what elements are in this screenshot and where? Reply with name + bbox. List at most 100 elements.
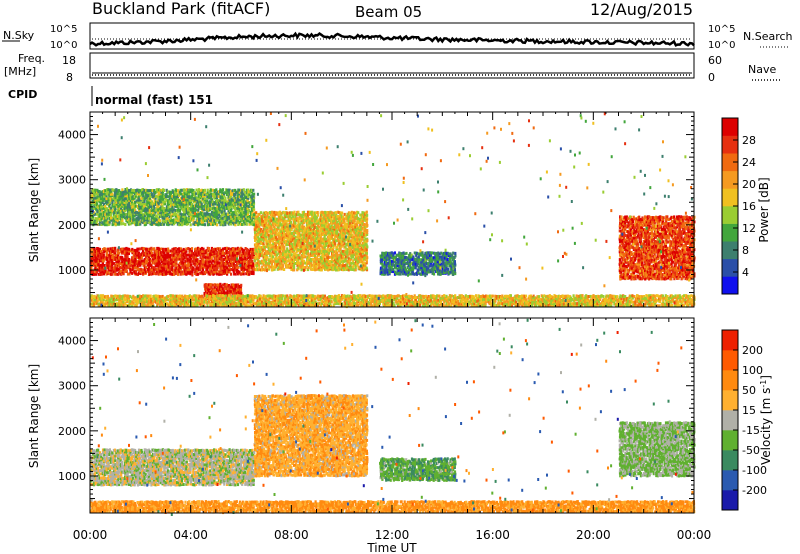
- heatmap-cell: [184, 204, 187, 208]
- heatmap-cell: [163, 270, 166, 274]
- heatmap-cell: [116, 215, 119, 218]
- heatmap-cell: [250, 261, 253, 265]
- heatmap-cell: [340, 250, 343, 254]
- heatmap-cell: [343, 221, 346, 225]
- heatmap-cell: [241, 192, 244, 196]
- heatmap-cell: [194, 208, 198, 212]
- heatmap-cell: [237, 188, 240, 192]
- heatmap-cell: [99, 220, 102, 224]
- heatmap-cell: [245, 212, 248, 216]
- heatmap-cell: [175, 192, 178, 196]
- heatmap-cell: [222, 223, 225, 227]
- heatmap-cell: [224, 256, 227, 260]
- heatmap-cell: [340, 223, 343, 227]
- heatmap-cell: [292, 224, 295, 227]
- heatmap-cell: [262, 237, 265, 241]
- heatmap-cell: [152, 272, 155, 276]
- heatmap-cell: [108, 253, 111, 257]
- heatmap-cell: [174, 208, 177, 212]
- heatmap-cell: [233, 267, 236, 271]
- heatmap-cell: [294, 257, 297, 261]
- heatmap-cell: [304, 213, 307, 216]
- heatmap-cell: [354, 248, 357, 251]
- heatmap-cell: [197, 223, 200, 227]
- heatmap-cell: [330, 223, 333, 227]
- heatmap-cell: [115, 218, 118, 222]
- heatmap-cell: [332, 266, 335, 270]
- heatmap-cell: [323, 237, 326, 241]
- heatmap-cell: [232, 262, 235, 266]
- heatmap-cell: [238, 220, 242, 224]
- heatmap-cell: [230, 207, 233, 210]
- heatmap-cell: [91, 254, 94, 258]
- heatmap-cell: [220, 216, 223, 220]
- heatmap-cell: [182, 200, 185, 204]
- heatmap-cell: [262, 263, 265, 267]
- heatmap-cell: [124, 255, 127, 259]
- heatmap-cell: [239, 272, 242, 276]
- heatmap-cell: [279, 221, 282, 225]
- heatmap-cell: [287, 243, 290, 246]
- heatmap-cell: [228, 268, 231, 272]
- heatmap-cell: [252, 251, 255, 255]
- heatmap-cell: [352, 253, 355, 257]
- heatmap-cell: [150, 193, 154, 197]
- heatmap-cell: [196, 212, 199, 216]
- heatmap-cell: [124, 209, 127, 213]
- heatmap-cell: [248, 214, 251, 218]
- heatmap-cell: [269, 236, 272, 240]
- heatmap-cell: [269, 239, 272, 243]
- heatmap-cell: [199, 271, 202, 275]
- heatmap-cell: [288, 253, 292, 257]
- heatmap-cell: [105, 194, 108, 198]
- heatmap-cell: [129, 204, 132, 208]
- heatmap-cell: [228, 210, 231, 214]
- heatmap-cell: [276, 217, 279, 221]
- heatmap-cell: [329, 212, 332, 216]
- heatmap-cell: [218, 285, 221, 289]
- heatmap-cell: [245, 193, 248, 197]
- heatmap-cell: [155, 222, 158, 226]
- heatmap-cell: [90, 202, 93, 206]
- heatmap-cell: [364, 267, 367, 271]
- heatmap-cell: [202, 197, 205, 201]
- heatmap-cell: [227, 212, 230, 216]
- heatmap-cell: [131, 192, 134, 196]
- heatmap-cell: [243, 265, 246, 269]
- power-heatmap: [90, 112, 696, 309]
- heatmap-cell: [303, 227, 307, 231]
- heatmap-cell: [111, 188, 114, 192]
- heatmap-cell: [214, 268, 217, 272]
- heatmap-cell: [302, 231, 305, 235]
- heatmap-cell: [174, 262, 177, 266]
- heatmap-cell: [257, 216, 261, 220]
- heatmap-cell: [171, 255, 174, 259]
- heatmap-cell: [366, 223, 369, 227]
- heatmap-cell: [246, 199, 249, 203]
- heatmap-cell: [313, 226, 317, 229]
- heatmap-cell: [322, 241, 325, 245]
- heatmap-cell: [209, 190, 212, 194]
- heatmap-cell: [340, 241, 343, 245]
- heatmap-cell: [221, 252, 225, 255]
- heatmap-cell: [202, 247, 205, 251]
- heatmap-cell: [104, 213, 107, 217]
- heatmap-cell: [207, 272, 210, 276]
- heatmap-cell: [237, 192, 240, 196]
- heatmap-cell: [323, 221, 326, 225]
- heatmap-cell: [230, 218, 233, 222]
- heatmap-cell: [332, 211, 335, 215]
- heatmap-cell: [195, 270, 198, 274]
- heatmap-cell: [140, 209, 143, 213]
- heatmap-cell: [185, 198, 188, 202]
- heatmap-cell: [175, 261, 178, 265]
- heatmap-cell: [341, 266, 345, 270]
- heatmap-cell: [310, 253, 314, 257]
- heatmap-cell: [219, 188, 222, 192]
- heatmap-cell: [102, 270, 105, 274]
- heatmap-cell: [221, 271, 224, 275]
- heatmap-cell: [340, 217, 343, 221]
- heatmap-cell: [202, 262, 205, 266]
- heatmap-cell: [339, 242, 342, 246]
- heatmap-cell: [190, 204, 193, 208]
